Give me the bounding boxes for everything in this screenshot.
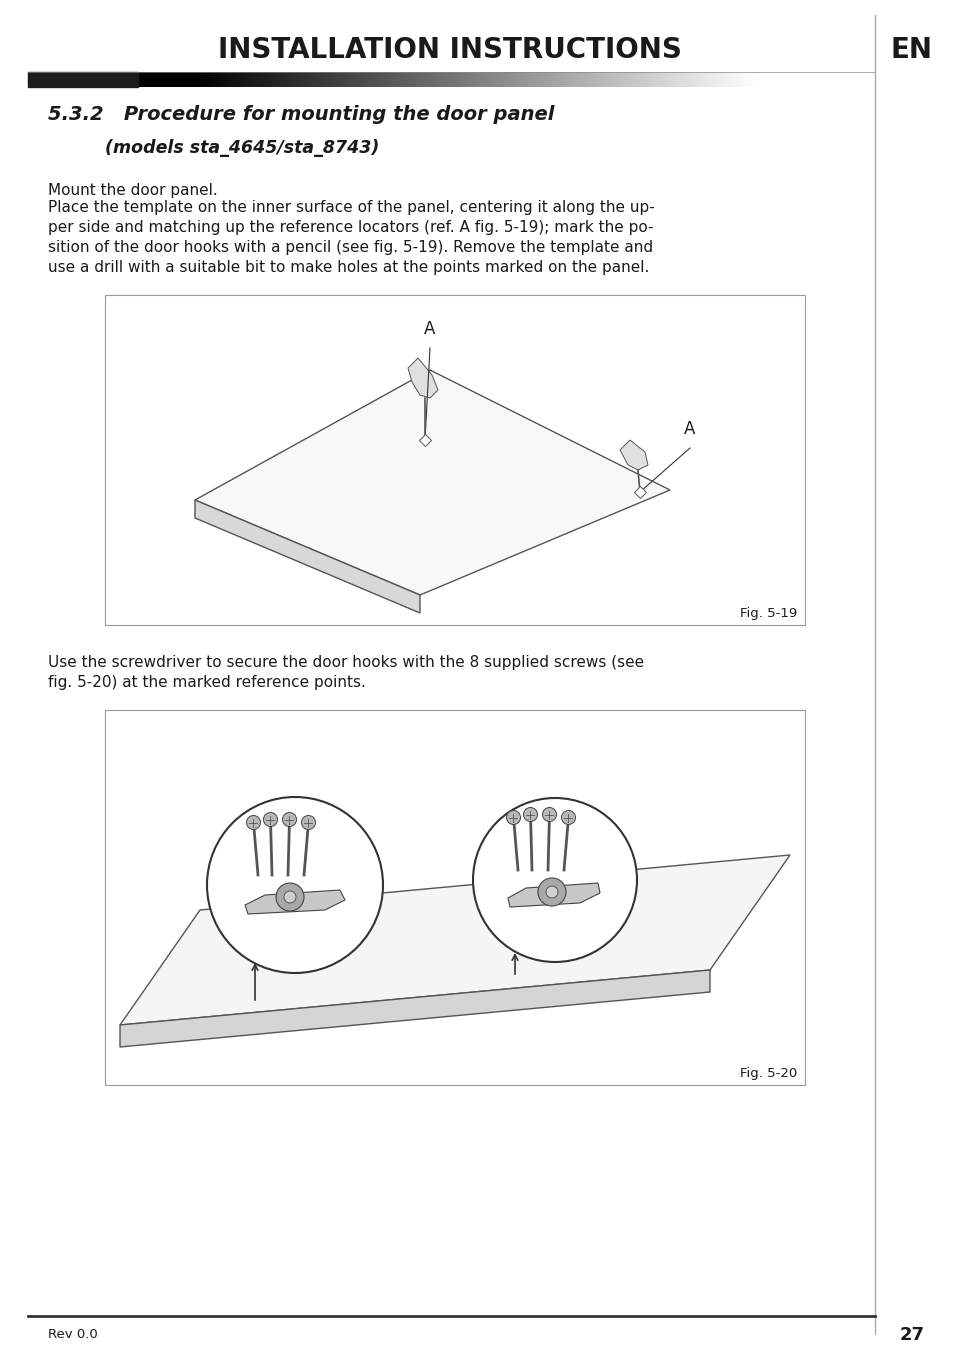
Text: INSTALLATION INSTRUCTIONS: INSTALLATION INSTRUCTIONS — [218, 37, 681, 64]
Text: per side and matching up the reference locators (ref. A fig. 5-19); mark the po-: per side and matching up the reference l… — [48, 219, 653, 236]
Text: Use the screwdriver to secure the door hooks with the 8 supplied screws (see: Use the screwdriver to secure the door h… — [48, 655, 643, 670]
Polygon shape — [245, 890, 345, 914]
Circle shape — [545, 886, 558, 898]
Text: A: A — [683, 420, 695, 437]
Polygon shape — [120, 854, 789, 1025]
Text: Mount the door panel.: Mount the door panel. — [48, 183, 217, 198]
Circle shape — [537, 877, 565, 906]
Polygon shape — [194, 500, 419, 613]
Circle shape — [207, 798, 382, 974]
Circle shape — [561, 811, 575, 825]
Text: 5.3.2   Procedure for mounting the door panel: 5.3.2 Procedure for mounting the door pa… — [48, 106, 554, 125]
Circle shape — [301, 815, 315, 830]
Polygon shape — [507, 883, 599, 907]
Bar — [105, 709, 804, 1085]
Polygon shape — [194, 370, 669, 594]
Text: EN: EN — [890, 37, 932, 64]
Text: 27: 27 — [899, 1326, 923, 1345]
Circle shape — [542, 807, 556, 822]
Circle shape — [246, 815, 260, 830]
Text: A: A — [424, 320, 436, 338]
Text: (models sta_4645/sta_8743): (models sta_4645/sta_8743) — [105, 139, 379, 157]
Circle shape — [506, 811, 520, 825]
Text: Place the template on the inner surface of the panel, centering it along the up-: Place the template on the inner surface … — [48, 200, 654, 215]
Circle shape — [523, 807, 537, 822]
Text: Fig. 5-20: Fig. 5-20 — [739, 1067, 796, 1079]
Circle shape — [263, 812, 277, 826]
Polygon shape — [619, 440, 647, 470]
Text: sition of the door hooks with a pencil (see fig. 5-19). Remove the template and: sition of the door hooks with a pencil (… — [48, 240, 653, 255]
Circle shape — [275, 883, 304, 911]
Polygon shape — [120, 969, 709, 1047]
Bar — [105, 295, 804, 626]
Text: Fig. 5-19: Fig. 5-19 — [739, 607, 796, 620]
Bar — [28, 72, 138, 87]
Circle shape — [473, 798, 637, 961]
Text: use a drill with a suitable bit to make holes at the points marked on the panel.: use a drill with a suitable bit to make … — [48, 260, 649, 275]
Text: Rev 0.0: Rev 0.0 — [48, 1328, 97, 1342]
Circle shape — [284, 891, 295, 903]
Polygon shape — [408, 357, 437, 398]
Circle shape — [282, 812, 296, 826]
Text: fig. 5-20) at the marked reference points.: fig. 5-20) at the marked reference point… — [48, 676, 366, 691]
